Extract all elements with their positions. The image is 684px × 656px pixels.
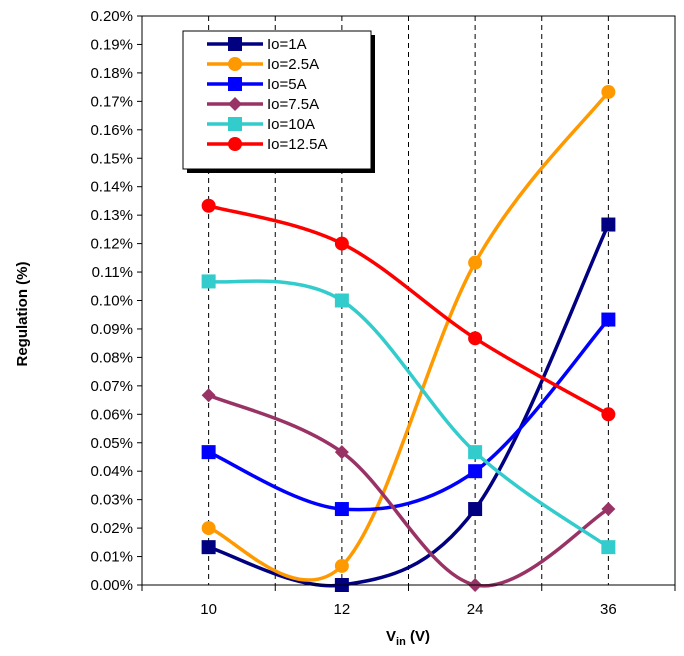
y-tick-label: 0.18%	[90, 65, 133, 82]
y-tick-label: 0.08%	[90, 349, 133, 366]
y-tick-label: 0.07%	[90, 378, 133, 395]
legend-swatch-marker	[228, 137, 242, 151]
data-point-io-2-5a-36	[601, 84, 616, 99]
data-point-io-5a-10	[201, 445, 216, 460]
data-point-io-1a-36	[601, 217, 616, 232]
y-tick-label: 0.12%	[90, 236, 133, 253]
x-tick-label: 36	[600, 601, 617, 618]
data-point-io-12-5a-24	[468, 331, 483, 346]
data-point-io-7-5a-10	[201, 388, 216, 403]
series-line-io-1a	[208, 223, 610, 588]
legend-item-io-10a: Io=10A	[207, 116, 315, 133]
y-tick-label: 0.15%	[90, 150, 133, 167]
x-axis-title-unit: (V)	[406, 628, 430, 645]
series-line-io-2-5a	[207, 90, 610, 582]
y-tick-label: 0.19%	[90, 36, 133, 53]
series-io-1a	[201, 217, 616, 592]
data-point-io-2-5a-12	[334, 558, 349, 573]
series-line-io-10a	[208, 279, 610, 549]
y-tick-label: 0.05%	[90, 435, 133, 452]
data-point-io-2-5a-24	[468, 255, 483, 270]
data-point-io-7-5a-36	[601, 502, 616, 517]
data-point-io-10a-36	[601, 540, 616, 555]
data-point-io-12-5a-36	[601, 407, 616, 422]
legend-swatch-marker	[228, 97, 242, 111]
y-axis-title: Regulation (%)	[14, 262, 31, 367]
y-tick-label: 0.06%	[90, 406, 133, 423]
y-tick-label: 0.14%	[90, 179, 133, 196]
data-point-io-5a-12	[334, 502, 349, 517]
y-tick-label: 0.10%	[90, 293, 133, 310]
series-group	[201, 84, 616, 592]
legend-swatch-marker	[228, 37, 242, 51]
x-axis-title-main: V	[386, 628, 396, 645]
series-io-12-5a	[201, 198, 616, 422]
legend-item-io-1a: Io=1A	[207, 36, 307, 53]
legend-label: Io=2.5A	[267, 56, 319, 73]
y-tick-label: 0.03%	[90, 492, 133, 509]
legend-item-io-12-5a: Io=12.5A	[207, 136, 327, 153]
data-point-io-5a-36	[601, 312, 616, 327]
legend: Io=1A Io=2.5A Io=5A Io=7.5A Io=10A Io=12.5A	[182, 30, 375, 173]
x-tick-label: 12	[334, 601, 351, 618]
series-io-10a	[201, 274, 616, 555]
x-axis-title-subscript: in	[396, 636, 406, 648]
plot-area-frame	[141, 15, 676, 586]
legend-label: Io=7.5A	[267, 96, 319, 113]
series-io-2-5a	[201, 84, 616, 582]
x-axis-ticks: 10 12 24 36	[141, 585, 676, 618]
y-tick-label: 0.01%	[90, 549, 133, 566]
data-point-io-5a-24	[468, 464, 483, 479]
y-tick-label: 0.13%	[90, 207, 133, 224]
y-tick-label: 0.02%	[90, 520, 133, 537]
legend-label: Io=5A	[267, 76, 307, 93]
y-axis-ticks: 0.00% 0.01% 0.02% 0.03% 0.04% 0.05% 0.06% 0.07%…	[90, 8, 142, 594]
data-point-io-10a-12	[334, 293, 349, 308]
y-tick-label: 0.16%	[90, 122, 133, 139]
data-point-io-2-5a-10	[201, 521, 216, 536]
y-tick-label: 0.09%	[90, 321, 133, 338]
legend-item-io-2-5a: Io=2.5A	[207, 56, 319, 73]
data-point-io-1a-10	[201, 540, 216, 555]
x-tick-label: 24	[467, 601, 484, 618]
x-axis-title: Vin (V)	[386, 628, 430, 648]
legend-swatch-marker	[228, 57, 242, 71]
legend-swatch-marker	[228, 77, 242, 91]
legend-label: Io=1A	[267, 36, 307, 53]
legend-label: Io=12.5A	[267, 136, 327, 153]
legend-item-io-7-5a: Io=7.5A	[207, 96, 319, 113]
series-line-io-7-5a	[207, 393, 610, 588]
data-point-io-7-5a-12	[334, 445, 349, 460]
data-point-io-12-5a-10	[201, 198, 216, 213]
y-tick-label: 0.17%	[90, 93, 133, 110]
data-point-io-10a-24	[468, 445, 483, 460]
data-point-io-1a-24	[468, 502, 483, 517]
y-tick-label: 0.00%	[90, 577, 133, 594]
x-tick-label: 10	[200, 601, 217, 618]
legend-label: Io=10A	[267, 116, 315, 133]
y-tick-label: 0.04%	[90, 463, 133, 480]
y-tick-label: 0.20%	[90, 8, 133, 25]
y-tick-label: 0.11%	[92, 264, 133, 281]
data-point-io-10a-10	[201, 274, 216, 289]
legend-item-io-5a: Io=5A	[207, 76, 307, 93]
legend-swatch-marker	[228, 117, 242, 131]
legend-box	[182, 30, 372, 170]
series-line-io-12-5a	[208, 204, 610, 416]
data-point-io-12-5a-12	[334, 236, 349, 251]
